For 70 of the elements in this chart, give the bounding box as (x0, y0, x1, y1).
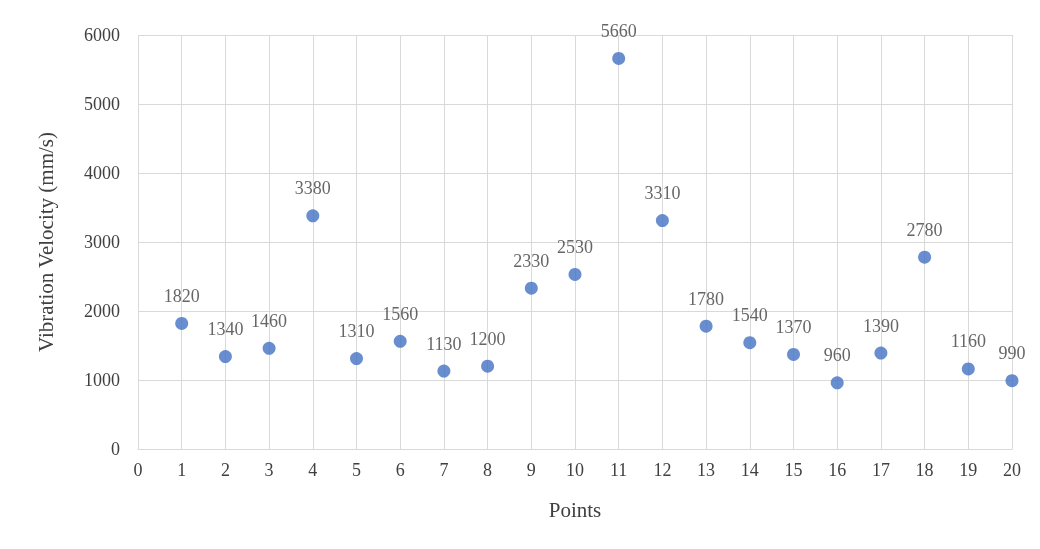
point (830, 376, 844, 390)
point (262, 341, 276, 355)
x-tick-label: 7 (439, 460, 449, 480)
point (655, 214, 669, 228)
x-tick-label: 6 (395, 460, 405, 480)
data-label: 1340 (207, 319, 244, 340)
x-tick-label: 0 (133, 460, 143, 480)
x-tick-label: 9 (526, 460, 536, 480)
point (218, 350, 232, 364)
point (874, 346, 888, 360)
x-tick-label: 4 (308, 460, 318, 480)
y-tick-label: 1000 (84, 370, 120, 390)
x-tick-label: 15 (784, 460, 803, 480)
point (568, 267, 582, 281)
x-tick-label: 14 (740, 460, 759, 480)
point (743, 336, 757, 350)
point (918, 250, 932, 264)
x-tick-label: 5 (352, 460, 361, 480)
x-tick-label: 16 (828, 460, 847, 480)
x-tick-label: 1 (177, 460, 187, 480)
x-tick-label: 18 (915, 460, 934, 480)
data-label: 2780 (906, 219, 943, 240)
data-label: 1390 (862, 315, 899, 336)
x-axis-title: Points (548, 497, 602, 522)
y-tick-label: 3000 (84, 232, 120, 252)
y-tick-label: 5000 (84, 94, 120, 114)
x-tick-label: 17 (871, 460, 890, 480)
data-label: 1540 (731, 305, 768, 326)
data-label: 2530 (557, 236, 593, 257)
y-tick-label: 0 (111, 439, 120, 459)
data-label: 3310 (644, 183, 681, 204)
point (437, 364, 451, 378)
data-label: 1370 (775, 316, 812, 337)
data-label: 990 (998, 343, 1026, 364)
data-label: 3380 (294, 178, 331, 199)
x-tick-label: 13 (697, 460, 716, 480)
x-tick-label: 19 (959, 460, 978, 480)
y-tick-label: 2000 (84, 301, 120, 321)
point (350, 352, 363, 366)
data-label: 1200 (469, 328, 506, 349)
x-tick-label: 10 (566, 460, 584, 480)
x-tick-label: 8 (483, 460, 493, 480)
y-tick-label: 6000 (84, 25, 120, 45)
data-label: 1310 (338, 321, 375, 342)
data-label: 1560 (382, 303, 419, 324)
data-label: 1130 (426, 333, 462, 354)
point (961, 362, 975, 376)
x-tick-label: 11 (610, 460, 628, 480)
point (175, 316, 189, 330)
point (393, 334, 407, 348)
x-tick-label: 20 (1003, 460, 1021, 480)
data-label: 960 (823, 345, 851, 366)
data-label: 5660 (600, 20, 637, 41)
data-label: 1160 (950, 331, 986, 352)
data-label: 2330 (513, 250, 550, 271)
y-axis-title: Vibration Velocity (mm/s) (33, 132, 58, 352)
x-tick-label: 3 (264, 460, 274, 480)
point (612, 51, 626, 65)
point (524, 281, 538, 295)
point (481, 359, 495, 373)
x-tick-label: 12 (653, 460, 672, 480)
point (787, 347, 800, 361)
y-tick-label: 4000 (84, 163, 120, 183)
point (306, 209, 320, 223)
data-label: 1460 (251, 310, 288, 331)
data-label: 1780 (688, 288, 725, 309)
point (699, 319, 713, 333)
x-tick-label: 2 (220, 460, 230, 480)
point (1005, 374, 1019, 388)
data-label: 1820 (163, 285, 200, 306)
